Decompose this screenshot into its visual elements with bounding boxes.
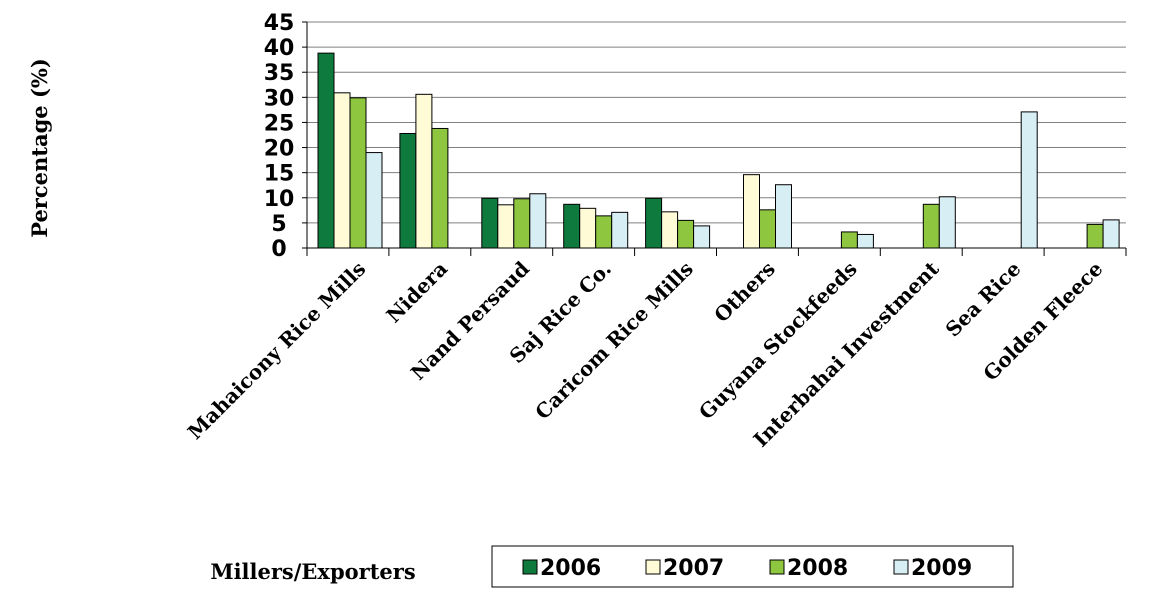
bar-2008-0 [349,97,367,249]
bar-2009-8 [1020,111,1038,249]
bar-2008-9 [1086,223,1104,249]
legend-swatch-2008 [769,559,785,575]
bar-2009-4 [693,225,711,249]
legend-label-2007: 2007 [663,556,724,581]
bar-2006-3 [563,203,581,249]
legend-label-2009: 2009 [911,556,972,581]
bars [317,52,1120,249]
bar-2008-1 [431,127,449,249]
y-tick-label: 35 [264,61,295,86]
bar-2007-0 [333,92,351,249]
legend-swatch-2009 [893,559,909,575]
bar-2007-4 [661,211,679,249]
category-label: Nidera [381,257,452,328]
bar-2006-1 [399,132,417,249]
y-tick-label: 45 [264,11,295,36]
y-tick-label: 25 [264,111,295,136]
bar-2009-5 [775,184,792,249]
y-tick-label: 30 [264,86,295,111]
legend-swatch-2006 [522,559,538,575]
legend-label-2008: 2008 [787,556,848,581]
y-tick-label: 5 [271,212,286,237]
category-label: Guyana Stockfeeds [694,257,862,425]
axes [306,22,1127,256]
category-label: Sea Rice [941,257,1026,342]
bar-2006-2 [481,197,499,249]
bar-2007-1 [415,93,433,249]
legend-swatch-2007 [645,559,661,575]
bar-2008-6 [840,231,858,249]
y-tick-label: 20 [264,137,295,162]
bar-2008-7 [922,203,940,249]
bar-2009-0 [365,152,383,249]
category-label: Caricom Rice Mills [530,257,698,425]
bar-2008-2 [513,198,531,249]
legend-label-2006: 2006 [540,556,601,581]
bar-2006-0 [317,52,335,249]
y-tick-label: 15 [264,162,295,187]
legend: 2006 2007 2008 2009 [491,545,1014,588]
bar-2008-3 [595,215,613,249]
bar-2008-4 [677,219,695,249]
bar-2006-4 [645,197,663,249]
bar-2007-5 [743,174,760,249]
y-tick-label: 0 [271,237,286,262]
bar-2009-9 [1102,219,1120,249]
bar-2008-5 [759,209,776,249]
category-label: Others [709,257,780,328]
bar-2009-2 [529,193,547,249]
y-axis-title: Percentage (%) [27,58,52,238]
bar-2007-2 [497,204,515,249]
y-tick-label: 40 [264,36,295,61]
x-axis-title: Millers/Exporters [210,559,415,584]
legend-box [491,545,1014,588]
bar-2009-7 [938,196,956,249]
category-label: Mahaicony Rice Mills [183,257,370,444]
bar-2009-6 [856,233,874,249]
y-tick-label: 10 [264,187,295,212]
bar-2009-3 [611,211,629,249]
bar-2007-3 [579,207,597,249]
